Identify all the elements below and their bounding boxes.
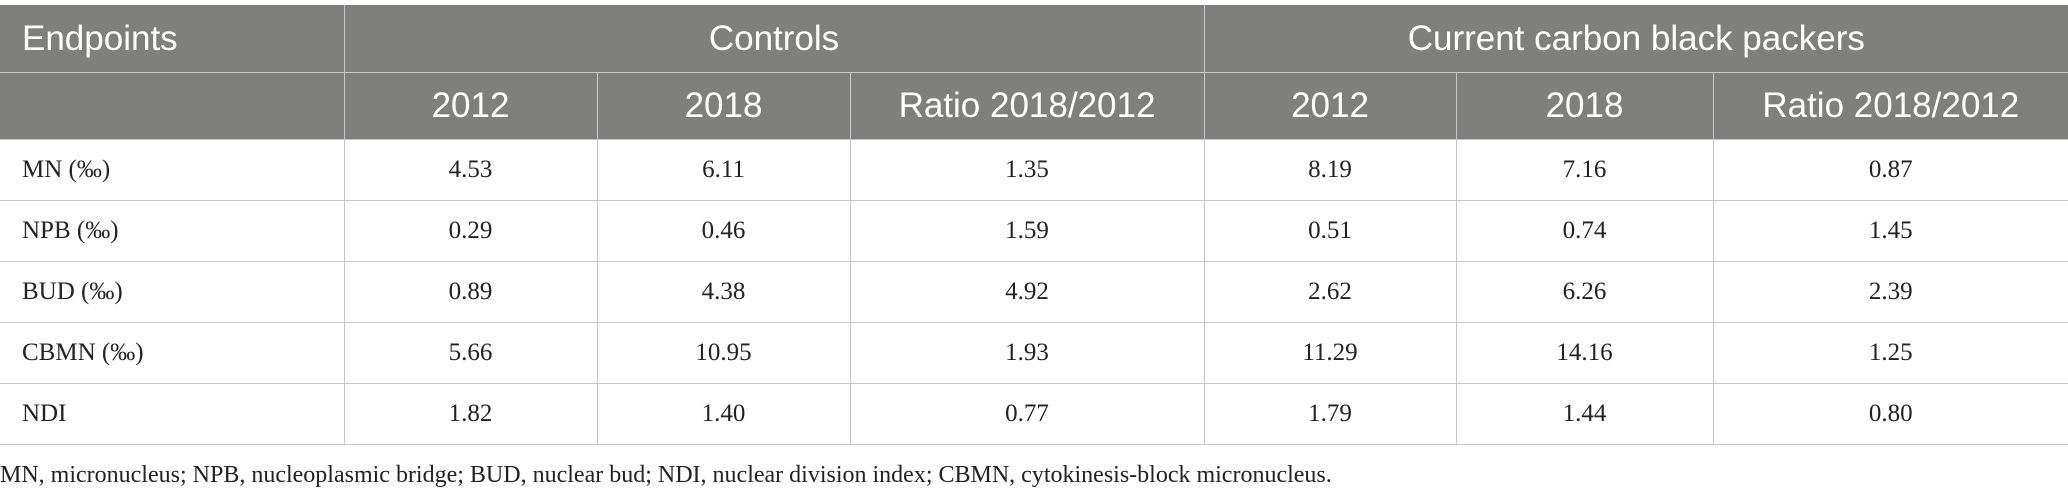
header-row-groups: Endpoints Controls Current carbon black …	[0, 5, 2068, 73]
table-cell: 6.11	[597, 139, 851, 201]
table-cell: 1.82	[344, 383, 598, 445]
table-row: NPB (‰) 0.29 0.46 1.59 0.51 0.74 1.45	[0, 200, 2068, 262]
table-cell: 1.35	[850, 139, 1205, 201]
table-cell: 1.93	[850, 322, 1205, 384]
row-label: MN (‰)	[0, 139, 345, 201]
table-cell: 1.25	[1713, 322, 2068, 384]
table-header: Endpoints Controls Current carbon black …	[0, 5, 2068, 140]
header-group-packers: Current carbon black packers	[1204, 5, 2068, 73]
table-cell: 2.62	[1204, 261, 1457, 323]
table-cell: 0.74	[1456, 200, 1714, 262]
table-cell: 4.38	[597, 261, 851, 323]
table-cell: 0.29	[344, 200, 598, 262]
header-packers-2018: 2018	[1456, 72, 1714, 140]
table-row: CBMN (‰) 5.66 10.95 1.93 11.29 14.16 1.2…	[0, 322, 2068, 384]
table-cell: 1.40	[597, 383, 851, 445]
header-group-controls: Controls	[344, 5, 1205, 73]
table-cell: 4.53	[344, 139, 598, 201]
row-label: NDI	[0, 383, 345, 445]
table-cell: 1.59	[850, 200, 1205, 262]
header-controls-2018: 2018	[597, 72, 851, 140]
table-cell: 0.77	[850, 383, 1205, 445]
header-packers-2012: 2012	[1204, 72, 1457, 140]
table-cell: 0.51	[1204, 200, 1457, 262]
table-row: MN (‰) 4.53 6.11 1.35 8.19 7.16 0.87	[0, 139, 2068, 201]
table-cell: 10.95	[597, 322, 851, 384]
table-cell: 0.46	[597, 200, 851, 262]
header-empty-cell	[0, 72, 345, 140]
data-table: Endpoints Controls Current carbon black …	[0, 5, 2068, 445]
table-cell: 0.87	[1713, 139, 2068, 201]
table-cell: 4.92	[850, 261, 1205, 323]
row-label: CBMN (‰)	[0, 322, 345, 384]
table-row: NDI 1.82 1.40 0.77 1.79 1.44 0.80	[0, 383, 2068, 445]
table-cell: 7.16	[1456, 139, 1714, 201]
table-row: BUD (‰) 0.89 4.38 4.92 2.62 6.26 2.39	[0, 261, 2068, 323]
table-footnote: MN, micronucleus; NPB, nucleoplasmic bri…	[0, 462, 1332, 488]
table-cell: 5.66	[344, 322, 598, 384]
table-cell: 2.39	[1713, 261, 2068, 323]
header-row-years: 2012 2018 Ratio 2018/2012 2012 2018 Rati…	[0, 72, 2068, 140]
header-packers-ratio: Ratio 2018/2012	[1713, 72, 2068, 140]
row-label: BUD (‰)	[0, 261, 345, 323]
table-cell: 8.19	[1204, 139, 1457, 201]
table-cell: 6.26	[1456, 261, 1714, 323]
table-cell: 1.79	[1204, 383, 1457, 445]
table-cell: 14.16	[1456, 322, 1714, 384]
table-cell: 1.44	[1456, 383, 1714, 445]
table-cell: 0.89	[344, 261, 598, 323]
table-cell: 11.29	[1204, 322, 1457, 384]
table-cell: 0.80	[1713, 383, 2068, 445]
header-controls-2012: 2012	[344, 72, 598, 140]
header-controls-ratio: Ratio 2018/2012	[850, 72, 1205, 140]
header-endpoints: Endpoints	[0, 5, 345, 73]
table-cell: 1.45	[1713, 200, 2068, 262]
table-body: MN (‰) 4.53 6.11 1.35 8.19 7.16 0.87 NPB…	[0, 139, 2068, 445]
row-label: NPB (‰)	[0, 200, 345, 262]
